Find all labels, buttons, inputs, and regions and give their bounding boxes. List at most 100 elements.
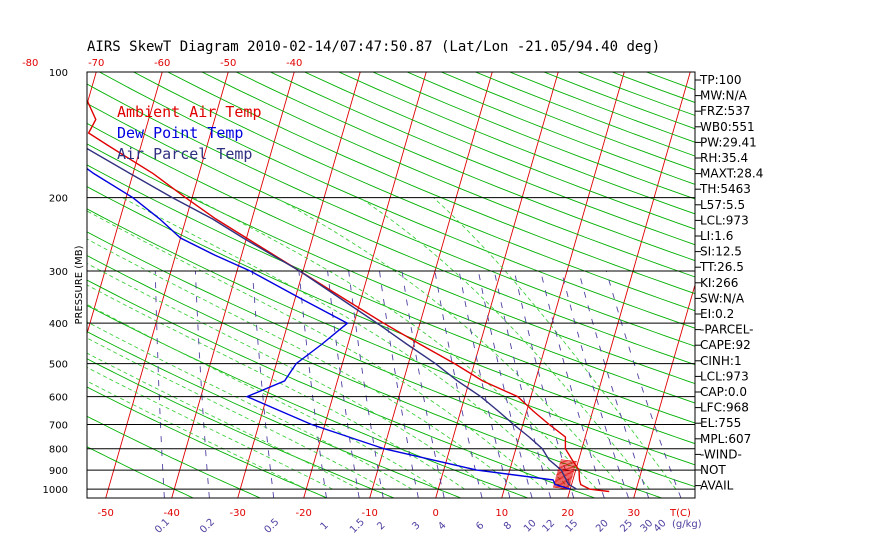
index-label: CINH:1 [700,354,742,368]
dry-adiabat [87,279,596,498]
index-label: CAP:0.0 [700,385,747,399]
dry-adiabat [304,72,695,230]
mixing-ratio-label: 1 [319,520,331,532]
profile-line [87,167,571,490]
dry-adiabat [87,331,462,498]
dry-adiabat [441,72,695,171]
mixing-ratio-label: 12 [540,518,557,535]
index-label: NOT [700,463,726,477]
top-temp-label: -60 [154,58,170,69]
mixing-ratio-line [154,270,165,498]
mixing-ratio-label: 25 [618,518,635,535]
pressure-tick-labels: 100 200 300 400 500 600 700 800 900 1000 [43,68,68,496]
top-temp-label: -40 [286,58,302,69]
index-label: -PARCEL- [700,323,754,337]
dry-adiabat [87,386,328,498]
top-temp-label: -50 [220,58,236,69]
wind-barb [553,483,570,487]
dry-adiabat [87,415,261,498]
isotherm [501,72,625,498]
legend-entry: Ambient Air Temp [117,103,262,121]
profile-line [87,147,578,490]
mixing-ratio-label: 6 [474,520,486,532]
mixing-ratio-line [540,270,605,498]
index-label: MW:N/A [700,89,748,103]
mixing-ratio-line [379,270,419,498]
isotherm [237,72,361,498]
index-label: RH:35.4 [700,151,748,165]
index-label: TH:5463 [699,182,751,196]
index-label: TT:26.5 [699,260,744,274]
mixing-ratio-label: 3 [410,520,422,532]
mixing-ratio-label: 15 [564,518,581,535]
dry-adiabat [133,72,695,312]
wind-barb [558,468,575,471]
index-label: WB0:551 [700,120,755,134]
moist-adiabat [359,197,650,490]
mixing-ratio-line [194,270,210,498]
index-label: CAPE:92 [700,338,751,352]
dry-adiabat [475,72,695,157]
dry-adiabat [236,72,695,262]
profile-line [87,98,610,493]
index-label: LCL:973 [700,213,749,227]
mixing-ratio-label: 20 [594,518,611,535]
pressure-tick-label: 200 [49,194,68,205]
mixing-ratio-line [458,270,511,498]
dry-adiabat [87,231,695,488]
isotherm [435,72,559,498]
pressure-tick-label: 400 [49,319,68,330]
mixing-ratio-label: 0.2 [198,517,217,536]
index-label: KI:266 [700,276,738,290]
dry-adiabat [87,122,695,385]
index-label: AVAIL [700,479,734,493]
index-label: EI:0.2 [700,307,734,321]
top-temp-label: -80 [22,58,38,69]
moist-adiabat [87,238,518,490]
wind-barb [560,459,577,463]
bottom-temp-label: -30 [230,508,246,519]
pressure-tick-label: 300 [49,267,68,278]
bottom-temperature-ticks: -50 -40 -30 -20 -10 0 10 20 30 T(C) [98,508,691,519]
wind-barb [559,464,576,468]
profile-lines [87,98,610,493]
mixing-ratio-label: 10 [522,518,539,535]
top-temperature-ticks: -120-110-100-90-80-70-60-50-40 [22,58,302,69]
plot-frame [86,71,696,499]
index-label: MPL:607 [700,432,751,446]
mixing-ratio-line [560,270,629,498]
mixing-ratio-line [605,270,682,498]
index-label: FRZ:537 [700,104,750,118]
wind-barb [558,465,576,469]
dry-adiabat [87,102,695,366]
pressure-tick-label: 100 [49,68,68,79]
wind-barb [559,463,576,466]
dry-adiabat [167,72,695,295]
dry-adiabat [87,164,695,424]
bottom-temp-label: 10 [495,508,508,519]
isotherm [567,72,691,498]
isotherm [0,72,30,498]
dry-adiabat [87,208,695,466]
bottom-temp-label: 20 [561,508,574,519]
dry-adiabat [270,72,695,246]
chart-title: AIRS SkewT Diagram 2010-02-14/07:47:50.8… [87,39,660,55]
mixing-ratio-label: 8 [502,520,514,532]
mixing-ratio-line [578,270,650,498]
bottom-temp-label: -20 [296,508,312,519]
legend-entry: Air Parcel Temp [117,145,252,163]
index-label: -WIND- [700,447,742,461]
isotherm [87,72,163,336]
bottom-temp-label: 30 [627,508,640,519]
pressure-tick-label: 1000 [43,485,68,496]
mixing-ratio-label: 2 [375,520,387,532]
mixing-ratio-label: 40 [652,518,669,535]
bottom-temp-label: 0 [433,508,439,519]
bottom-temp-label: -10 [362,508,378,519]
mixing-ratio-label: 0.1 [153,517,172,536]
wind-barb [555,476,572,480]
isotherm [171,72,295,498]
index-label: MAXT:28.4 [700,167,763,181]
bottom-temp-label: -40 [164,508,180,519]
